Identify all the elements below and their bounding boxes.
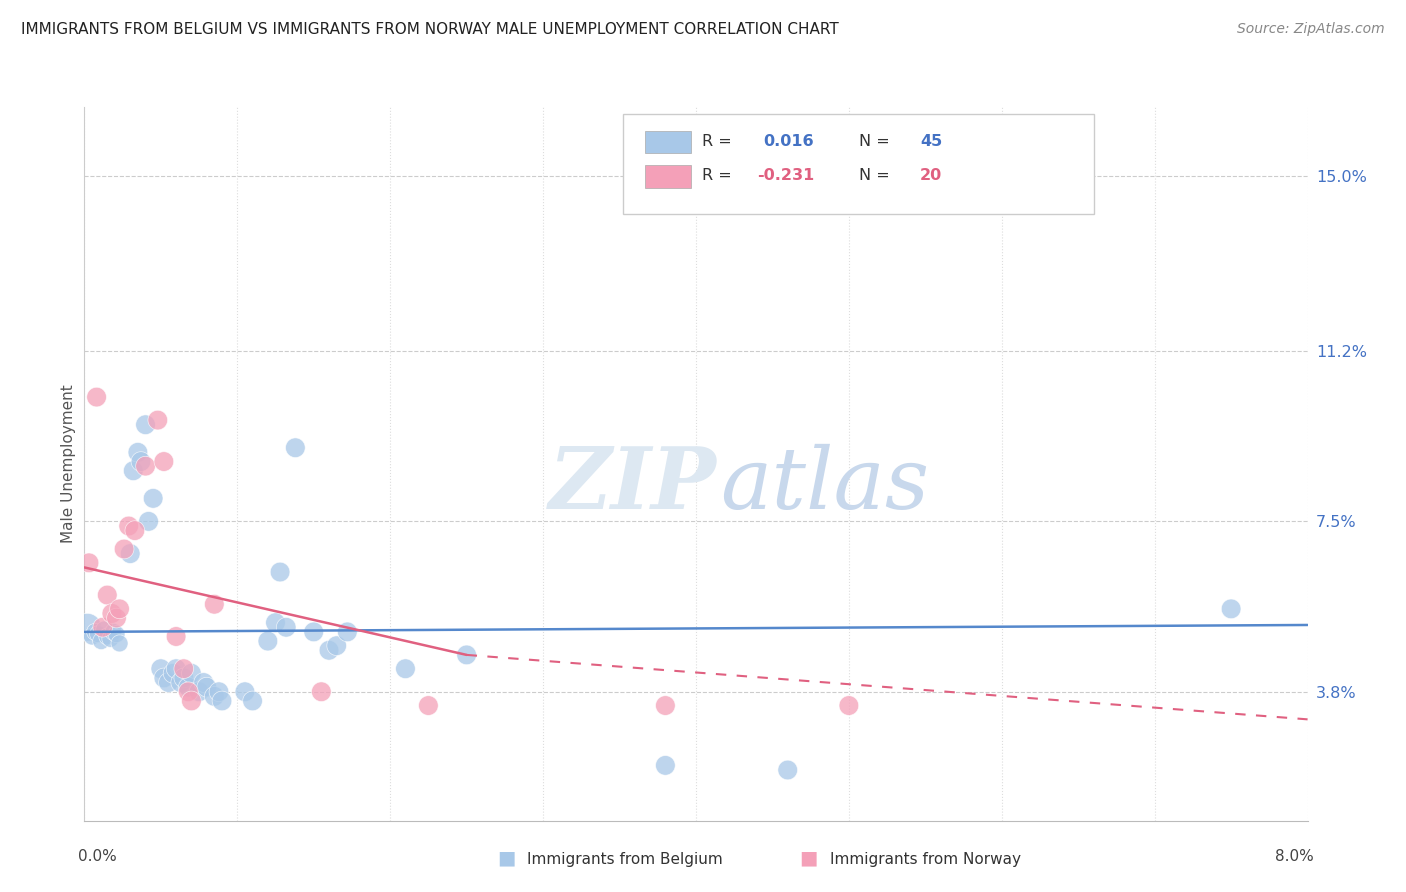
- Point: [103, 624, 125, 639]
- Point: [269, 565, 291, 579]
- Point: [138, 515, 160, 529]
- Point: [77, 556, 100, 570]
- Point: [202, 690, 225, 704]
- Text: ■: ■: [496, 848, 516, 867]
- Point: [242, 694, 264, 708]
- Point: [211, 694, 233, 708]
- Point: [202, 597, 225, 611]
- Text: 0.0%: 0.0%: [79, 849, 117, 864]
- Text: N =: N =: [859, 168, 894, 183]
- Text: R =: R =: [702, 168, 737, 183]
- Point: [142, 491, 165, 506]
- Point: [654, 758, 676, 772]
- Point: [264, 615, 287, 630]
- Point: [1220, 602, 1243, 616]
- Point: [418, 698, 440, 713]
- Point: [98, 632, 121, 646]
- FancyBboxPatch shape: [644, 165, 692, 187]
- Point: [127, 445, 149, 459]
- Point: [105, 611, 128, 625]
- Point: [838, 698, 860, 713]
- Point: [173, 662, 195, 676]
- Point: [108, 636, 131, 650]
- Point: [76, 620, 98, 634]
- Text: 20: 20: [920, 168, 942, 183]
- Point: [318, 643, 340, 657]
- Point: [195, 680, 218, 694]
- Text: ZIP: ZIP: [550, 443, 717, 527]
- Point: [257, 634, 280, 648]
- Text: N =: N =: [859, 134, 894, 149]
- FancyBboxPatch shape: [644, 130, 692, 153]
- Text: Immigrants from Norway: Immigrants from Norway: [830, 852, 1021, 867]
- Point: [96, 630, 118, 644]
- Point: [193, 675, 215, 690]
- Text: R =: R =: [702, 134, 737, 149]
- Text: Source: ZipAtlas.com: Source: ZipAtlas.com: [1237, 22, 1385, 37]
- Point: [149, 662, 172, 676]
- Point: [124, 524, 146, 538]
- Point: [122, 464, 145, 478]
- Text: ■: ■: [799, 848, 818, 867]
- Point: [208, 684, 231, 698]
- Point: [311, 684, 333, 698]
- Point: [96, 588, 118, 602]
- Point: [157, 675, 180, 690]
- Text: 0.016: 0.016: [763, 134, 814, 149]
- Point: [276, 620, 298, 634]
- Point: [84, 624, 107, 639]
- Point: [654, 698, 676, 713]
- Point: [173, 671, 195, 685]
- Point: [153, 671, 176, 685]
- Point: [118, 519, 141, 533]
- Point: [180, 666, 202, 681]
- Point: [170, 675, 193, 690]
- Point: [336, 624, 359, 639]
- Point: [112, 541, 135, 556]
- Text: Immigrants from Belgium: Immigrants from Belgium: [527, 852, 723, 867]
- Point: [233, 684, 256, 698]
- Text: -0.231: -0.231: [758, 168, 814, 183]
- Point: [165, 662, 187, 676]
- Point: [776, 763, 799, 777]
- Text: 8.0%: 8.0%: [1275, 849, 1313, 864]
- Point: [165, 630, 187, 644]
- Point: [135, 417, 157, 432]
- Point: [80, 630, 103, 644]
- Point: [188, 684, 211, 698]
- Point: [108, 602, 131, 616]
- Point: [394, 662, 416, 676]
- Point: [91, 620, 114, 634]
- Point: [302, 624, 325, 639]
- Point: [284, 441, 307, 455]
- Point: [146, 413, 169, 427]
- Point: [129, 454, 152, 468]
- Point: [105, 627, 128, 641]
- FancyBboxPatch shape: [623, 114, 1094, 214]
- Text: 45: 45: [920, 134, 942, 149]
- Point: [93, 623, 115, 637]
- Point: [87, 627, 110, 641]
- Point: [153, 454, 176, 468]
- Point: [135, 459, 157, 474]
- Point: [177, 684, 200, 698]
- Point: [177, 680, 200, 694]
- Point: [325, 639, 347, 653]
- Point: [86, 390, 108, 404]
- Point: [101, 607, 124, 621]
- Point: [120, 547, 142, 561]
- Point: [180, 694, 202, 708]
- Text: atlas: atlas: [720, 444, 929, 526]
- Point: [90, 634, 112, 648]
- Y-axis label: Male Unemployment: Male Unemployment: [60, 384, 76, 543]
- Point: [162, 666, 184, 681]
- Point: [456, 648, 478, 662]
- Text: IMMIGRANTS FROM BELGIUM VS IMMIGRANTS FROM NORWAY MALE UNEMPLOYMENT CORRELATION : IMMIGRANTS FROM BELGIUM VS IMMIGRANTS FR…: [21, 22, 839, 37]
